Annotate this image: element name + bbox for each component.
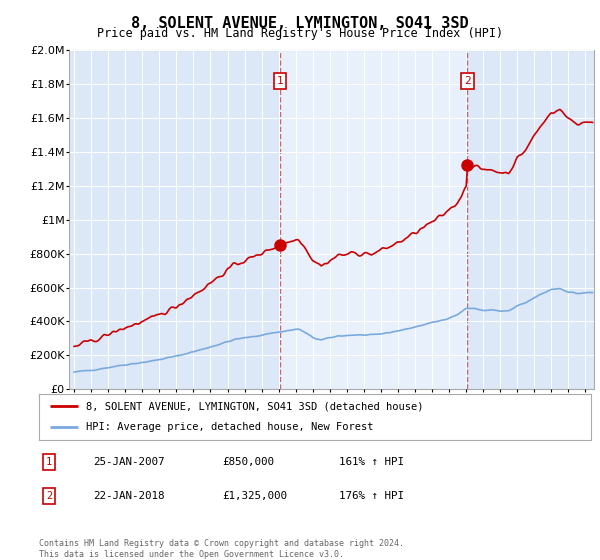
Text: Contains HM Land Registry data © Crown copyright and database right 2024.
This d: Contains HM Land Registry data © Crown c… bbox=[39, 539, 404, 559]
Text: 1: 1 bbox=[46, 457, 52, 467]
Text: 1: 1 bbox=[277, 76, 283, 86]
Text: HPI: Average price, detached house, New Forest: HPI: Average price, detached house, New … bbox=[86, 422, 373, 432]
Text: Price paid vs. HM Land Registry's House Price Index (HPI): Price paid vs. HM Land Registry's House … bbox=[97, 27, 503, 40]
Text: 161% ↑ HPI: 161% ↑ HPI bbox=[339, 457, 404, 467]
Text: 8, SOLENT AVENUE, LYMINGTON, SO41 3SD (detached house): 8, SOLENT AVENUE, LYMINGTON, SO41 3SD (d… bbox=[86, 401, 424, 411]
Text: 176% ↑ HPI: 176% ↑ HPI bbox=[339, 491, 404, 501]
Text: £850,000: £850,000 bbox=[222, 457, 274, 467]
Text: 25-JAN-2007: 25-JAN-2007 bbox=[93, 457, 164, 467]
Text: 8, SOLENT AVENUE, LYMINGTON, SO41 3SD: 8, SOLENT AVENUE, LYMINGTON, SO41 3SD bbox=[131, 16, 469, 31]
Text: 2: 2 bbox=[46, 491, 52, 501]
Text: 2: 2 bbox=[464, 76, 471, 86]
Text: £1,325,000: £1,325,000 bbox=[222, 491, 287, 501]
Bar bbox=[280, 50, 467, 389]
Text: 22-JAN-2018: 22-JAN-2018 bbox=[93, 491, 164, 501]
